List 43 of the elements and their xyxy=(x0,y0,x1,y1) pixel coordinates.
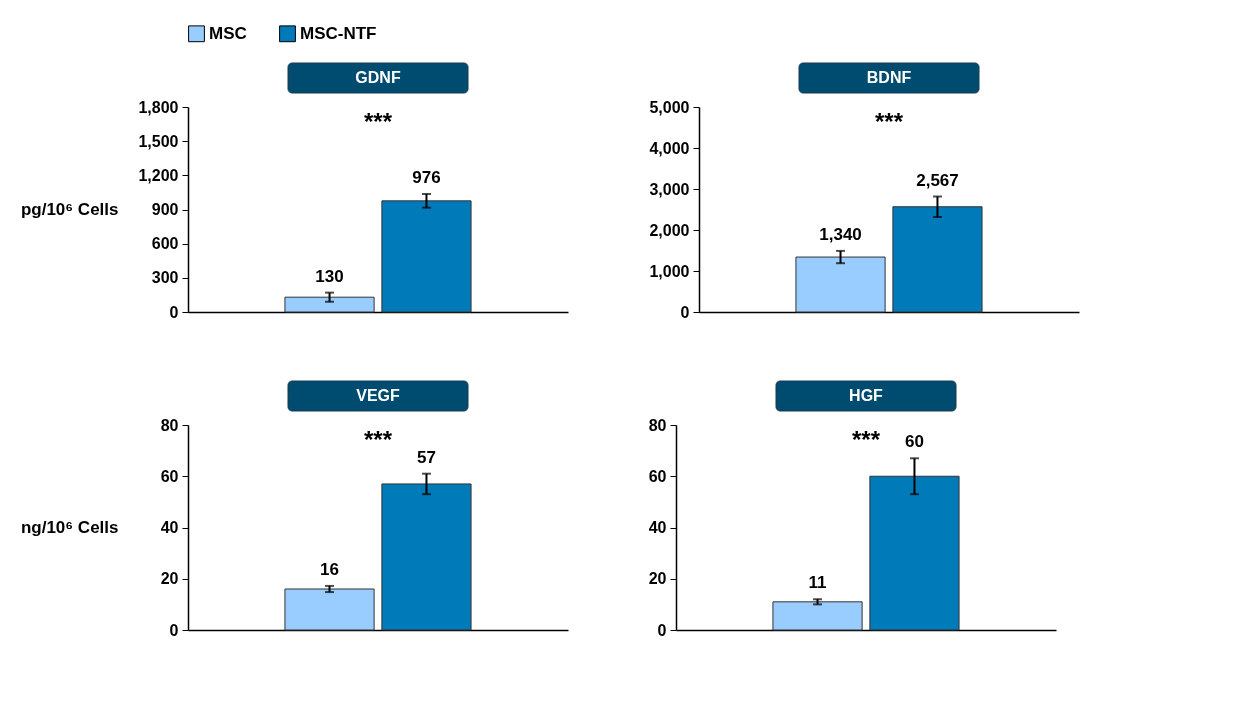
y-tick-label: 3,000 xyxy=(649,180,690,198)
chart-title: HGF xyxy=(849,387,884,404)
annotation: *** xyxy=(363,426,393,453)
y-tick-label: 20 xyxy=(160,570,179,588)
y-tick-label: 80 xyxy=(160,416,179,434)
legend-label: MSC xyxy=(209,23,247,43)
y-tick-label: 40 xyxy=(648,519,667,536)
data-label: 1,340 xyxy=(819,224,862,244)
y-tick-label: 40 xyxy=(160,519,179,536)
annotation: *** xyxy=(874,108,904,135)
y-tick-label: 60 xyxy=(648,467,667,485)
data-label: 16 xyxy=(320,559,339,579)
legend-label: MSC-NTF xyxy=(300,23,377,43)
data-label: 2,567 xyxy=(916,170,959,190)
data-label: 60 xyxy=(905,432,924,452)
chart-title: BDNF xyxy=(866,69,912,86)
y-tick-label: 4,000 xyxy=(649,139,690,157)
y-tick-label: 1,800 xyxy=(138,98,179,116)
y-tick-label: 0 xyxy=(657,621,667,639)
y-tick-label: 0 xyxy=(169,303,179,321)
data-label: 130 xyxy=(315,266,344,286)
y-tick-label: 0 xyxy=(169,621,179,639)
y-tick-label: 1,000 xyxy=(649,262,690,280)
data-label: 57 xyxy=(417,447,436,467)
chart-title: VEGF xyxy=(356,387,401,404)
data-label: 11 xyxy=(808,573,827,593)
data-label: 976 xyxy=(412,168,441,188)
y-tick-label: 1,200 xyxy=(138,166,179,184)
y-tick-label: 60 xyxy=(160,467,179,485)
y-tick-label: 20 xyxy=(648,570,667,588)
y-tick-label: 80 xyxy=(648,416,667,434)
y-tick-label: 300 xyxy=(151,269,179,287)
y-tick-label: 600 xyxy=(151,235,179,253)
y-tick-label: 900 xyxy=(151,201,179,218)
y-tick-label: 0 xyxy=(680,303,690,321)
y-tick-label: 1,500 xyxy=(138,132,179,150)
y-axis-title: ng/10⁶ Cells xyxy=(20,518,119,537)
y-tick-label: 2,000 xyxy=(649,221,690,239)
chart-title: GDNF xyxy=(355,69,401,86)
y-axis-title: pg/10⁶ Cells xyxy=(20,200,119,219)
y-tick-label: 5,000 xyxy=(649,98,690,116)
annotation: *** xyxy=(851,426,881,453)
annotation: *** xyxy=(363,108,393,135)
